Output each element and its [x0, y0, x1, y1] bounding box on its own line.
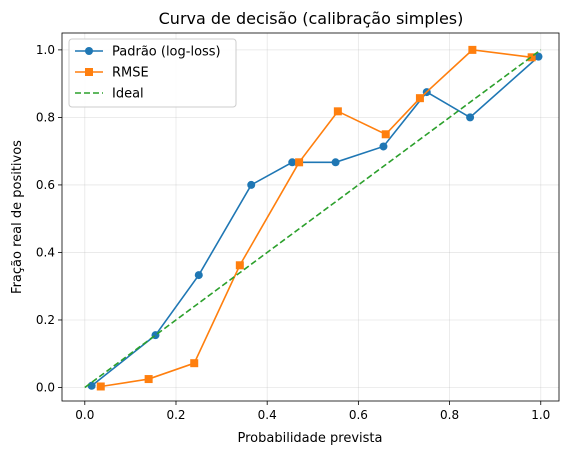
y-tick-label: 0.2 [36, 313, 55, 327]
data-point [379, 142, 388, 151]
x-tick-label: 0.2 [166, 408, 185, 422]
data-point [235, 261, 244, 270]
y-tick-label: 0.4 [36, 245, 55, 259]
x-tick-label: 1.0 [531, 408, 550, 422]
x-tick-label: 0.0 [75, 408, 94, 422]
data-point [247, 180, 256, 189]
data-point [331, 158, 340, 167]
y-tick-label: 0.0 [36, 380, 55, 394]
series-line [100, 49, 532, 388]
data-point [415, 94, 424, 103]
data-point [295, 158, 304, 167]
x-axis-label: Probabilidade prevista [238, 431, 383, 446]
legend-marker [85, 47, 93, 55]
legend: Padrão (log-loss) RMSE Ideal [68, 38, 237, 108]
series-0 [87, 52, 543, 390]
legend-entry: Ideal [75, 87, 144, 102]
y-tick-label: 1.0 [36, 43, 55, 57]
x-axis: 0.0 0.2 0.4 0.6 0.8 1.0 [75, 401, 550, 422]
legend-entry: Padrão (log-loss) [75, 45, 221, 60]
series-line [91, 56, 540, 387]
data-point [534, 52, 543, 61]
y-tick-label: 0.6 [36, 178, 55, 192]
data-point [190, 359, 199, 368]
legend-label: RMSE [112, 66, 149, 81]
x-tick-label: 0.6 [349, 408, 368, 422]
data-point [194, 271, 203, 280]
chart-title: Curva de decisão (calibração simples) [159, 9, 464, 28]
data-point [144, 375, 153, 384]
series-line [84, 49, 542, 389]
data-point [96, 382, 105, 391]
series-1 [96, 45, 536, 391]
plot-frame [61, 32, 560, 402]
data-point [468, 45, 477, 54]
data-point [87, 381, 96, 390]
legend-entry: RMSE [75, 66, 149, 81]
series-layer [84, 45, 543, 391]
x-tick-label: 0.8 [440, 408, 459, 422]
series-2 [84, 49, 542, 389]
data-point [288, 158, 297, 167]
legend-label: Ideal [112, 87, 144, 102]
y-axis-label: Fração real de positivos [10, 140, 25, 294]
data-point [333, 107, 342, 116]
data-point [466, 113, 475, 122]
y-axis: 0.0 0.2 0.4 0.6 0.8 1.0 [36, 43, 62, 394]
data-point [381, 130, 390, 139]
legend-label: Padrão (log-loss) [112, 45, 221, 60]
x-tick-label: 0.4 [258, 408, 277, 422]
legend-box [68, 38, 237, 108]
y-tick-label: 0.8 [36, 110, 55, 124]
data-point [527, 53, 536, 62]
legend-marker [85, 68, 93, 76]
